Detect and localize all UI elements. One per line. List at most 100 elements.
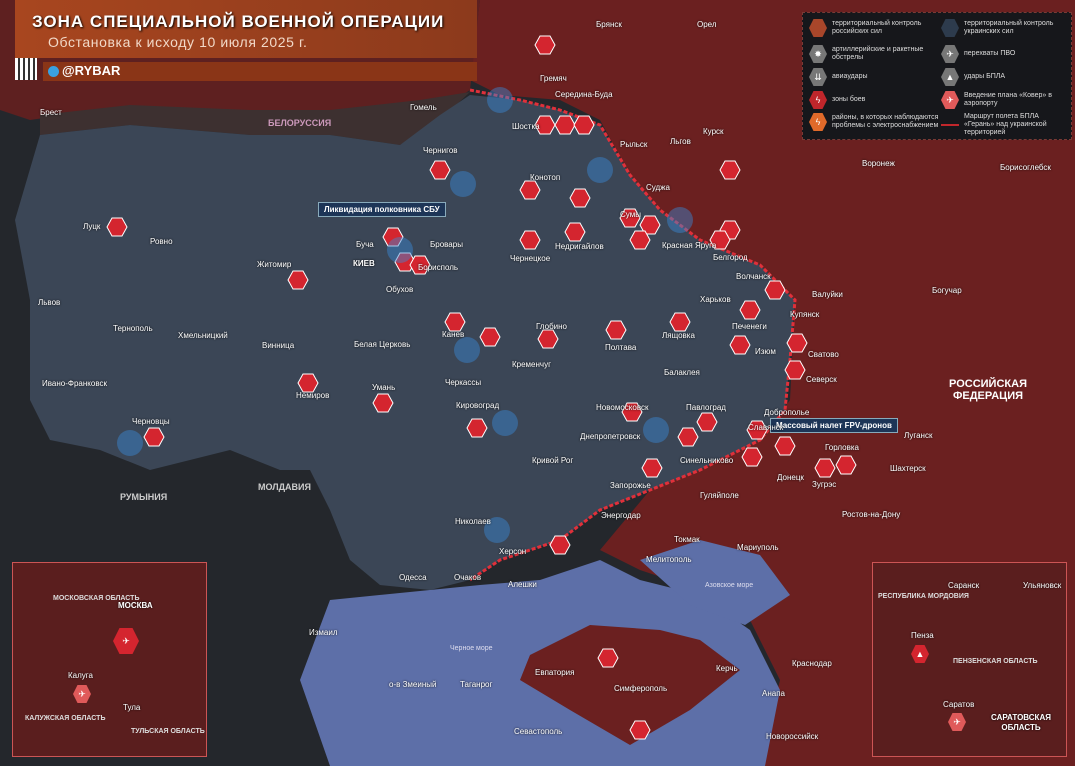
air-defense-marker[interactable] <box>492 410 518 436</box>
legend-label: удары БПЛА <box>964 73 1006 80</box>
city-label: Обухов <box>386 285 414 294</box>
city-label: Ивано-Франковск <box>42 379 107 388</box>
strike-marker[interactable] <box>143 427 165 447</box>
strike-marker[interactable] <box>814 458 836 478</box>
legend: территориальный контроль российских сил т… <box>802 12 1072 140</box>
strike-marker[interactable] <box>519 230 541 250</box>
city-label: Тернополь <box>113 324 153 333</box>
air-defense-marker[interactable] <box>484 517 510 543</box>
legend-label: территориальный контроль украинских сил <box>964 20 1054 35</box>
strike-marker[interactable] <box>709 230 731 250</box>
city-label: Богучар <box>932 286 962 295</box>
city-label: Новомосковск <box>596 403 649 412</box>
strike-marker[interactable] <box>764 280 786 300</box>
city-label: Середина-Буда <box>555 90 613 99</box>
city-label: Льгов <box>670 137 691 146</box>
air-defense-marker[interactable] <box>587 157 613 183</box>
legend-label: авиаудары <box>832 73 868 80</box>
city-label: Полтава <box>605 343 637 352</box>
strike-marker[interactable] <box>669 312 691 332</box>
artillery-icon: ✸ <box>809 45 827 63</box>
strike-marker[interactable] <box>444 312 466 332</box>
city-label: Луганск <box>904 431 933 440</box>
city-label: Черновцы <box>132 417 170 426</box>
strike-marker[interactable] <box>573 115 595 135</box>
strike-marker[interactable] <box>619 208 641 228</box>
city-label: Мелитополь <box>646 555 692 564</box>
legend-label: перехваты ПВО <box>964 50 1016 57</box>
city-label: Суджа <box>646 183 670 192</box>
city-label: Канев <box>442 330 465 339</box>
airstrike-icon: ⇊ <box>809 68 827 86</box>
legend-label: зоны боев <box>832 96 866 103</box>
strike-marker[interactable] <box>641 458 663 478</box>
strike-marker[interactable] <box>746 420 768 440</box>
strike-marker[interactable] <box>519 180 541 200</box>
channel-handle[interactable]: @RYBAR <box>62 63 121 78</box>
city-label: Гуляйполе <box>700 491 739 500</box>
strike-marker[interactable] <box>564 222 586 242</box>
strike-marker[interactable] <box>729 335 751 355</box>
air-defense-marker[interactable] <box>454 337 480 363</box>
strike-marker[interactable] <box>382 227 404 247</box>
city-label: Гомель <box>410 103 437 112</box>
air-defense-marker[interactable] <box>450 171 476 197</box>
inset-moscow: МОСКОВСКАЯ ОБЛАСТЬ МОСКВА ✈ Калуга ✈ Тул… <box>12 562 207 757</box>
strike-marker[interactable] <box>287 270 309 290</box>
strike-marker[interactable] <box>597 648 619 668</box>
strike-marker[interactable] <box>569 188 591 208</box>
strike-marker[interactable] <box>774 436 796 456</box>
strike-marker[interactable] <box>537 329 559 349</box>
air-defense-marker[interactable] <box>667 207 693 233</box>
city-label: о-в Змеиный <box>389 680 437 689</box>
strike-marker[interactable] <box>372 393 394 413</box>
legend-item: ▲ удары БПЛА <box>941 68 1071 86</box>
strike-marker[interactable] <box>605 320 627 340</box>
strike-marker[interactable] <box>719 160 741 180</box>
strike-marker[interactable] <box>696 412 718 432</box>
strike-marker[interactable] <box>677 427 699 447</box>
air-defense-icon: ✈ <box>113 628 139 654</box>
city-label: Саратов <box>943 700 975 709</box>
region-label: РУМЫНИЯ <box>120 492 168 502</box>
strike-marker[interactable] <box>466 418 488 438</box>
city-label: Мариуполь <box>737 543 779 552</box>
legend-swatch <box>941 124 959 126</box>
region-label: Азовское море <box>705 582 754 589</box>
strike-marker[interactable] <box>621 402 643 422</box>
city-label: Анапа <box>762 689 785 698</box>
strike-marker[interactable] <box>741 447 763 467</box>
strike-marker[interactable] <box>297 373 319 393</box>
legend-item: ✈ перехваты ПВО <box>941 45 1071 63</box>
drone-icon: ▲ <box>941 68 959 86</box>
city-label: Тула <box>123 703 141 712</box>
strike-marker[interactable] <box>739 300 761 320</box>
city-label: Очаков <box>454 573 482 582</box>
city-label: Брянск <box>596 20 622 29</box>
region-label: КАЛУЖСКАЯ ОБЛАСТЬ <box>25 715 106 722</box>
strike-marker[interactable] <box>534 35 556 55</box>
strike-marker[interactable] <box>479 327 501 347</box>
strike-marker[interactable] <box>786 333 808 353</box>
air-defense-marker[interactable] <box>387 237 413 263</box>
strike-marker[interactable] <box>106 217 128 237</box>
city-label: Таганрог <box>460 680 493 689</box>
air-defense-marker[interactable] <box>117 430 143 456</box>
legend-label: территориальный контроль российских сил <box>832 20 922 35</box>
city-label: Сумы <box>620 210 641 219</box>
strike-marker[interactable] <box>429 160 451 180</box>
city-label: Северск <box>806 375 837 384</box>
strike-marker[interactable] <box>409 255 431 275</box>
callout-fpv: Массовый налет FPV-дронов <box>770 418 898 433</box>
air-defense-marker[interactable] <box>643 417 669 443</box>
strike-marker[interactable] <box>549 535 571 555</box>
strike-marker[interactable] <box>835 455 857 475</box>
city-label: Буча <box>356 240 374 249</box>
strike-marker[interactable] <box>629 720 651 740</box>
strike-marker[interactable] <box>629 230 651 250</box>
air-defense-marker[interactable] <box>487 87 513 113</box>
plane-icon: ✈ <box>73 685 91 703</box>
city-label: Воронеж <box>862 159 895 168</box>
strike-marker[interactable] <box>784 360 806 380</box>
strike-marker[interactable] <box>554 115 576 135</box>
